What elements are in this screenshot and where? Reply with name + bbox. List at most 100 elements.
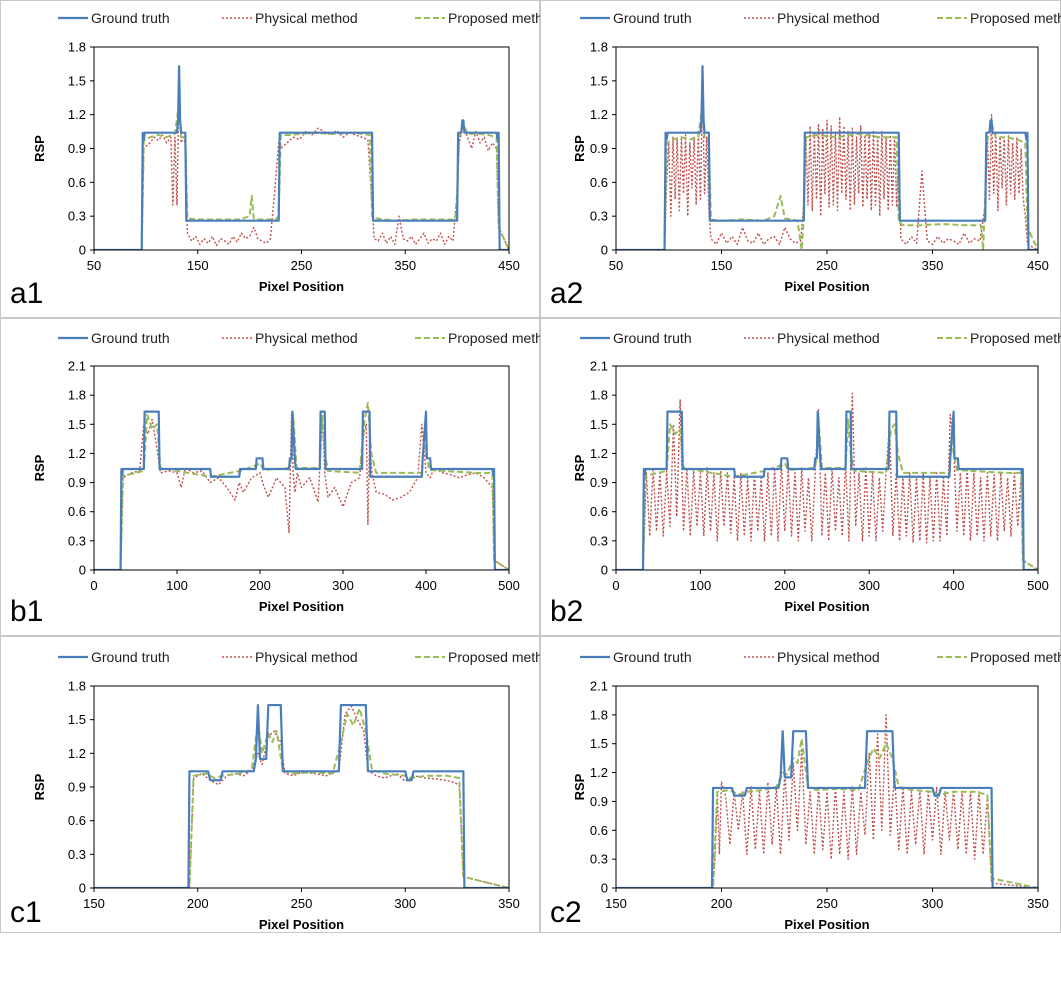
plot-area-frame: [93, 365, 510, 571]
y-axis-title: RSP: [32, 454, 47, 481]
y-tick-label: 1.5: [590, 417, 608, 432]
y-tick-label: 0.3: [68, 533, 86, 548]
x-tick-label: 300: [394, 896, 416, 911]
legend-label: Proposed method: [970, 330, 1061, 346]
y-tick-label: 0.3: [590, 533, 608, 548]
x-tick-label: 500: [1027, 578, 1049, 593]
y-tick-label: 2.1: [590, 359, 608, 374]
y-tick-label: 2.1: [68, 359, 86, 374]
y-tick-label: 0.9: [590, 475, 608, 490]
y-tick-label: 1.2: [68, 746, 86, 761]
legend-label: Physical method: [255, 10, 358, 26]
series-line-ground-truth: [616, 410, 1038, 570]
y-tick-label: 0.9: [68, 780, 86, 795]
series-line-physical-method: [616, 392, 1038, 570]
x-tick-label: 350: [394, 258, 416, 273]
y-tick-label: 1.8: [68, 388, 86, 403]
y-tick-label: 0.9: [68, 141, 86, 156]
y-tick-label: 0.6: [590, 823, 608, 838]
legend-label: Physical method: [777, 10, 880, 26]
x-tick-label: 500: [498, 578, 520, 593]
panel-border: [0, 0, 540, 318]
x-tick-label: 300: [922, 896, 944, 911]
y-tick-label: 0.6: [68, 813, 86, 828]
chart-panel-c1: 0 0.3 0.6 0.9 1.2 1.5 1.8 150 200 250 300 350 Pixel …: [0, 636, 559, 933]
chart-panel-a1: 0 0.3 0.6 0.9 1.2 1.5 1.8 50 150 250 350 450 Pixel P…: [0, 0, 559, 318]
x-tick-label: 200: [711, 896, 733, 911]
y-tick-label: 0.6: [590, 504, 608, 519]
x-tick-label: 0: [90, 578, 97, 593]
panel-tag: a1: [10, 277, 43, 310]
x-axis-title: Pixel Position: [784, 279, 869, 294]
x-tick-label: 450: [498, 258, 520, 273]
series-line-physical-method: [616, 714, 1038, 888]
legend: Ground truth Physical method Proposed meth…: [580, 649, 1061, 665]
x-tick-label: 200: [249, 578, 271, 593]
x-axis-title: Pixel Position: [784, 599, 869, 614]
x-tick-label: 450: [1027, 258, 1049, 273]
panel-tag: c2: [550, 896, 582, 929]
series-line-physical-method: [94, 413, 509, 570]
y-tick-label: 1.5: [68, 417, 86, 432]
x-tick-label: 350: [498, 896, 520, 911]
legend-label: Ground truth: [613, 10, 692, 26]
x-axis-title: Pixel Position: [259, 599, 344, 614]
series-line-ground-truth: [616, 730, 1038, 888]
y-axis-title: RSP: [32, 773, 47, 800]
panel-tag: b1: [10, 595, 43, 628]
legend-label: Physical method: [255, 330, 358, 346]
y-tick-label: 2.1: [590, 679, 608, 694]
x-tick-label: 150: [711, 258, 733, 273]
y-tick-label: 0: [601, 881, 608, 896]
x-tick-label: 400: [415, 578, 437, 593]
plot-area-frame: [615, 685, 1039, 889]
y-tick-label: 1.8: [590, 388, 608, 403]
y-tick-label: 0.3: [590, 852, 608, 867]
x-tick-label: 300: [332, 578, 354, 593]
y-tick-label: 1.5: [590, 73, 608, 88]
legend: Ground truth Physical method Proposed meth…: [58, 10, 559, 26]
x-tick-label: 250: [291, 896, 313, 911]
x-tick-label: 200: [187, 896, 209, 911]
legend-label: Physical method: [777, 330, 880, 346]
x-tick-label: 0: [612, 578, 619, 593]
y-tick-label: 0: [601, 243, 608, 258]
y-tick-label: 0.3: [590, 209, 608, 224]
y-tick-label: 1.8: [68, 40, 86, 55]
legend-label: Ground truth: [91, 10, 170, 26]
legend-label: Proposed method: [970, 649, 1061, 665]
y-tick-label: 1.5: [590, 736, 608, 751]
x-tick-label: 100: [690, 578, 712, 593]
y-tick-label: 0.6: [68, 175, 86, 190]
y-tick-label: 1.2: [590, 446, 608, 461]
y-tick-label: 1.8: [590, 707, 608, 722]
chart-panel-b2: 0 0.3 0.6 0.9 1.2 1.5 1.8 2.1 0 100 200 300 400 500 Pi…: [540, 318, 1061, 636]
x-tick-label: 400: [943, 578, 965, 593]
y-tick-label: 0.6: [590, 175, 608, 190]
x-tick-label: 150: [187, 258, 209, 273]
series-line-physical-method: [94, 85, 509, 250]
series-line-ground-truth: [616, 65, 1038, 250]
legend-label: Ground truth: [91, 330, 170, 346]
x-tick-label: 50: [609, 258, 623, 273]
panel-tag: c1: [10, 896, 42, 929]
panel-tag: a2: [550, 277, 583, 310]
y-tick-label: 0: [79, 243, 86, 258]
y-tick-label: 1.2: [68, 107, 86, 122]
plot-area-frame: [93, 46, 510, 251]
y-tick-label: 0: [601, 563, 608, 578]
chart-panel-b1: 0 0.3 0.6 0.9 1.2 1.5 1.8 2.1 0 100 200 300 400 500 Pi…: [0, 318, 559, 636]
panel-border: [0, 318, 540, 636]
y-tick-label: 1.5: [68, 712, 86, 727]
chart-panel-c2: 0 0.3 0.6 0.9 1.2 1.5 1.8 2.1 150 200 250 300 350 Pix…: [540, 636, 1061, 933]
legend: Ground truth Physical method Proposed meth…: [58, 649, 559, 665]
x-tick-label: 350: [1027, 896, 1049, 911]
y-tick-label: 0.9: [590, 794, 608, 809]
legend-label: Proposed method: [448, 330, 559, 346]
legend: Ground truth Physical method Proposed meth…: [58, 330, 559, 346]
y-tick-label: 0.9: [590, 141, 608, 156]
y-axis-title: RSP: [572, 135, 587, 162]
x-tick-label: 250: [816, 258, 838, 273]
x-tick-label: 100: [166, 578, 188, 593]
y-tick-label: 0: [79, 881, 86, 896]
